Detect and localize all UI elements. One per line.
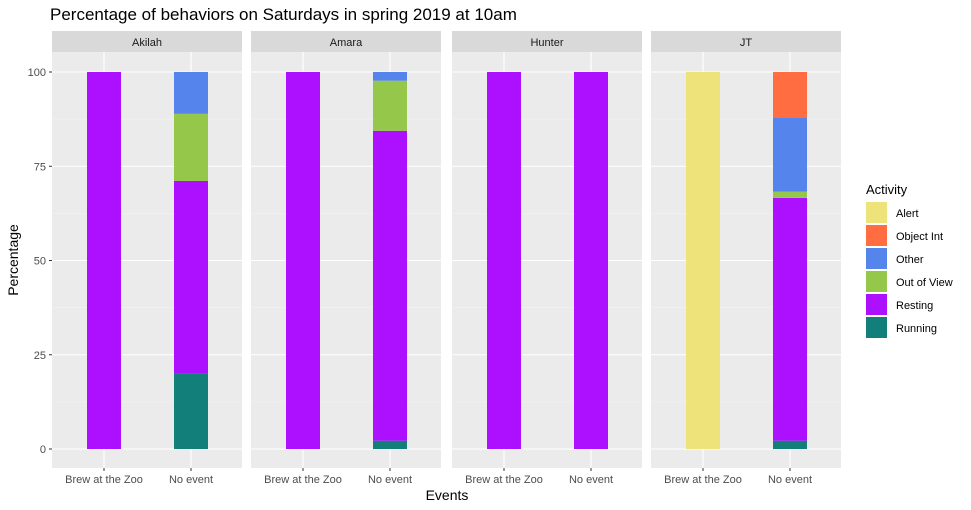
legend-title: Activity <box>866 182 908 197</box>
bar-segment-object-int <box>773 72 807 118</box>
bar-segment-other <box>773 117 807 192</box>
facet-strip <box>251 31 441 52</box>
bar-segment-out-of-view <box>373 80 407 131</box>
y-tick-label: 25 <box>34 350 46 362</box>
legend-key-object-int <box>866 225 887 246</box>
facet-strip <box>452 31 642 52</box>
legend-label-running: Running <box>896 323 937 335</box>
x-tick-label: No event <box>368 474 412 486</box>
bar-segment-out-of-view <box>174 113 208 181</box>
legend: Activity Alert Object Int Other Out of View… <box>866 182 953 338</box>
x-axis-title: Events <box>426 487 469 503</box>
facet-strip-label: Amara <box>330 37 363 49</box>
legend-label-resting: Resting <box>896 300 933 312</box>
facet-panel-akilah: Akilah Brew at the Zoo No event 0 25 50 75 100 <box>28 31 242 486</box>
bar-segment-resting <box>773 197 807 441</box>
bar-segment-running <box>773 440 807 449</box>
legend-label-alert: Alert <box>896 208 919 220</box>
y-axis-title: Percentage <box>5 224 21 296</box>
bar-segment-resting <box>373 130 407 441</box>
x-tick-label: Brew at the Zoo <box>465 474 543 486</box>
y-tick-label: 0 <box>40 444 46 456</box>
x-tick-label: Brew at the Zoo <box>264 474 342 486</box>
bar-segment-resting <box>87 72 121 449</box>
legend-items: Alert Object Int Other Out of View Resting Ru… <box>866 202 953 338</box>
facet-panel-jt: JT Brew at the Zoo No event <box>651 31 841 486</box>
chart-title: Percentage of behaviors on Saturdays in … <box>50 5 517 24</box>
x-tick-label: No event <box>169 474 213 486</box>
y-tick-label: 75 <box>34 161 46 173</box>
facet-panel-hunter: Hunter Brew at the Zoo No event <box>452 31 642 486</box>
legend-key-alert <box>866 202 887 223</box>
x-tick-label: No event <box>569 474 613 486</box>
legend-key-other <box>866 248 887 269</box>
bar-segment-resting <box>174 180 208 374</box>
x-tick-label: No event <box>768 474 812 486</box>
legend-label-other: Other <box>896 254 924 266</box>
bar-segment-running <box>174 373 208 449</box>
legend-label-object-int: Object Int <box>896 231 943 243</box>
facet-strip-label: Hunter <box>530 37 563 49</box>
bar-segment-other <box>373 72 407 81</box>
y-tick-label: 100 <box>28 67 46 79</box>
legend-label-out-of-view: Out of View <box>896 277 953 289</box>
x-tick-label: Brew at the Zoo <box>65 474 143 486</box>
facet-strip <box>651 31 841 52</box>
bar-segment-resting <box>286 72 320 449</box>
facet-panel-amara: Amara Brew at the Zoo No event <box>251 31 441 486</box>
bar-segment-other <box>174 72 208 114</box>
x-tick-label: Brew at the Zoo <box>664 474 742 486</box>
legend-key-running <box>866 317 887 338</box>
bar-segment-running <box>373 440 407 449</box>
legend-key-resting <box>866 294 887 315</box>
bar-segment-alert <box>686 72 720 449</box>
facet-strip <box>52 31 242 52</box>
facet-strip-label: Akilah <box>132 37 162 49</box>
bar-segment-out-of-view <box>773 191 807 198</box>
facet-strip-label: JT <box>740 37 753 49</box>
bar-segment-resting <box>487 72 521 449</box>
legend-key-out-of-view <box>866 271 887 292</box>
y-tick-label: 50 <box>34 256 46 268</box>
bar-segment-resting <box>574 72 608 449</box>
